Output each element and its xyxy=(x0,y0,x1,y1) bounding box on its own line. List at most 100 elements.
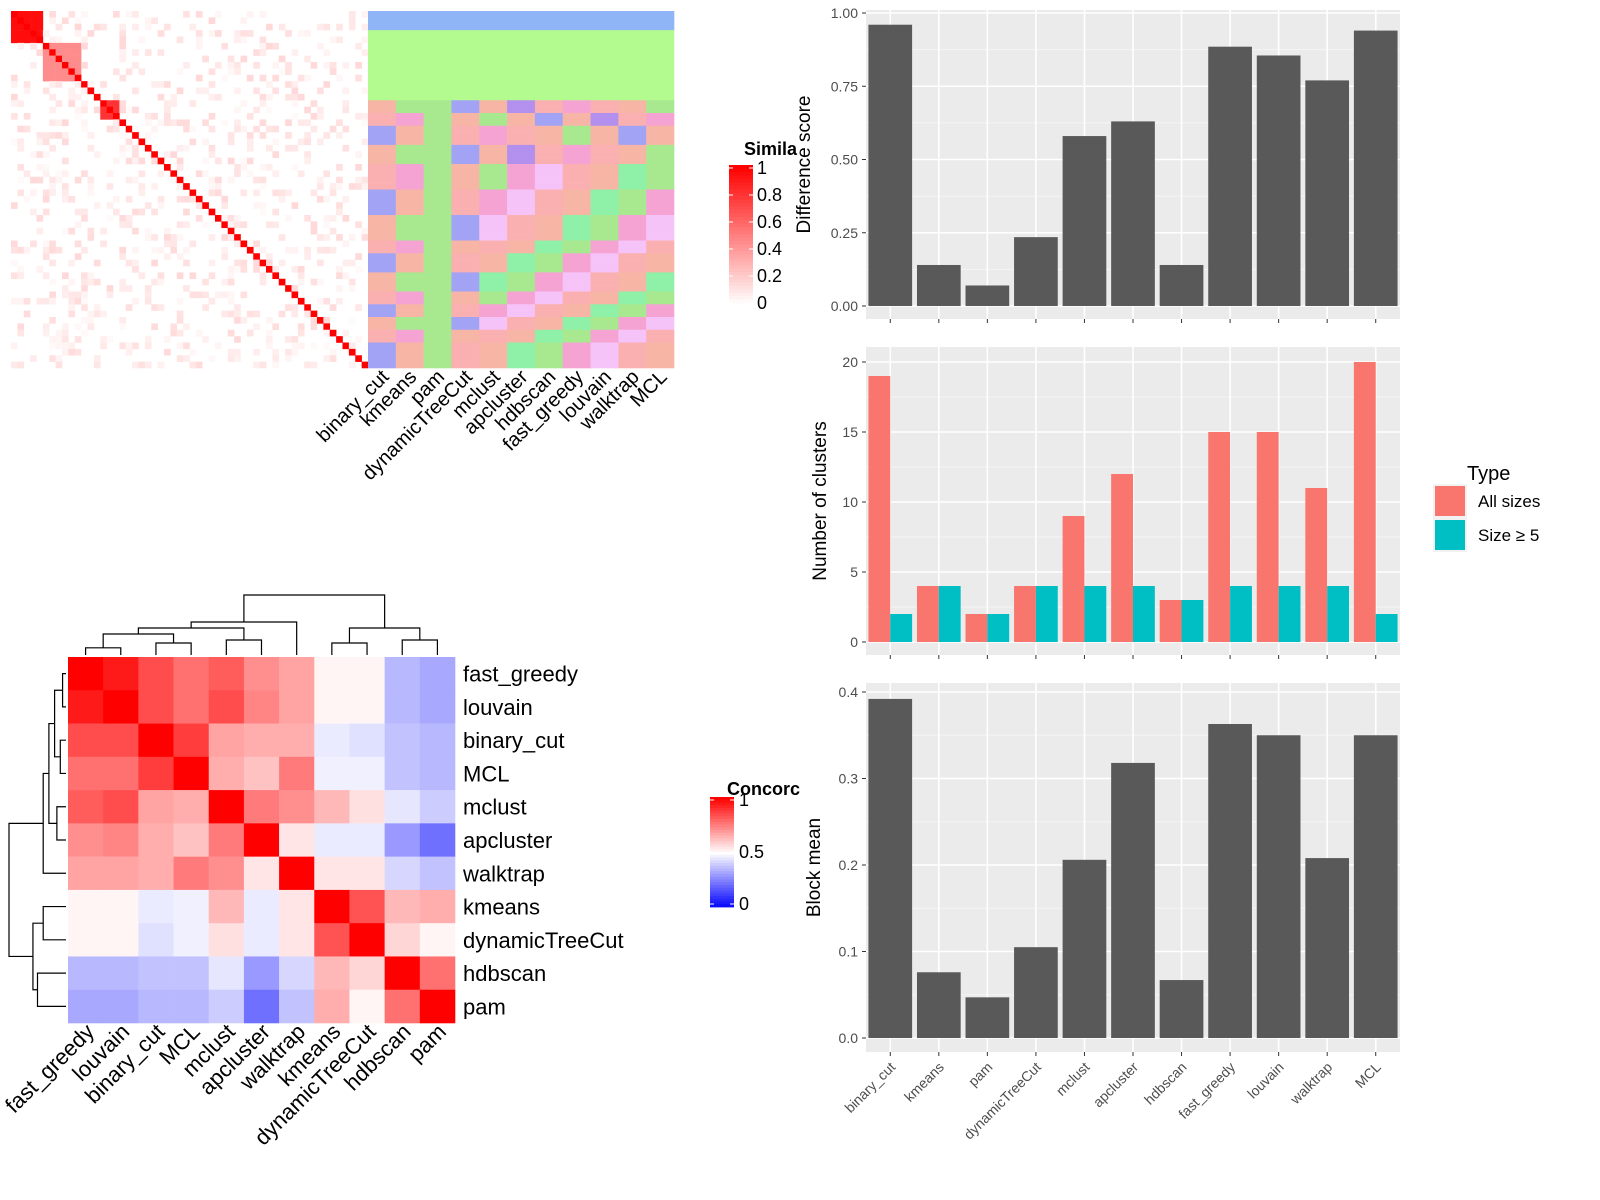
annotation-cell xyxy=(423,74,452,82)
heatmap-cell xyxy=(329,215,337,222)
heatmap-cell xyxy=(68,74,76,82)
heatmap-cell xyxy=(240,291,248,299)
annotation-cell xyxy=(562,240,591,248)
concordance-cell xyxy=(208,889,245,924)
annotation-cell xyxy=(507,157,536,165)
annotation-cell xyxy=(590,30,619,37)
annotation-cell xyxy=(423,144,452,152)
annotation-cell xyxy=(423,208,452,216)
heatmap-cell xyxy=(164,348,171,356)
annotation-cell xyxy=(451,23,480,31)
annotation-cell xyxy=(451,36,480,44)
annotation-cell xyxy=(395,227,424,235)
heatmap-cell xyxy=(336,23,343,31)
annotation-cell xyxy=(368,202,397,209)
heatmap-cell xyxy=(144,17,152,25)
heatmap-cell xyxy=(183,259,190,267)
heatmap-cell xyxy=(176,119,184,127)
annotation-cell xyxy=(368,304,397,311)
heatmap-cell xyxy=(17,266,25,273)
heatmap-cell xyxy=(23,310,31,318)
annotation-cell xyxy=(423,132,452,139)
heatmap-cell xyxy=(361,36,369,44)
annotation-cell xyxy=(507,106,536,114)
annotation-cell xyxy=(562,119,591,127)
annotation-cell xyxy=(507,348,536,356)
heatmap-cell xyxy=(221,291,229,299)
dendrogram-link xyxy=(59,739,66,775)
heatmap-cell xyxy=(361,361,369,369)
concordance-cell xyxy=(243,923,280,957)
heatmap-cell xyxy=(157,119,165,127)
heatmap-cell xyxy=(74,253,82,260)
annotation-cell xyxy=(423,93,452,101)
concordance-cell xyxy=(173,889,210,924)
heatmap-cell xyxy=(144,336,152,343)
heatmap-cell xyxy=(266,336,273,343)
annotation-cell xyxy=(507,87,536,95)
heatmap-cell xyxy=(361,138,369,146)
annotation-cell xyxy=(562,23,591,31)
bar xyxy=(965,997,1010,1038)
heatmap-cell xyxy=(119,42,127,50)
heatmap-cell xyxy=(11,36,18,44)
heatmap-cell xyxy=(234,119,241,127)
annotation-cell xyxy=(368,132,397,139)
annotation-cell xyxy=(590,113,619,120)
heatmap-cell xyxy=(266,342,273,350)
annotation-cell xyxy=(562,361,591,369)
annotation-cell xyxy=(451,183,480,190)
heatmap-cell xyxy=(202,170,209,178)
annotation-cell xyxy=(479,183,508,190)
annotation-cell xyxy=(423,170,452,178)
bar xyxy=(1208,46,1252,306)
annotation-cell xyxy=(368,87,397,95)
bar xyxy=(965,614,988,642)
annotation-cell xyxy=(451,189,480,197)
heatmap-cell xyxy=(49,189,56,197)
heatmap-cell xyxy=(93,23,101,31)
heatmap-cell xyxy=(227,62,235,69)
heatmap-cell xyxy=(23,113,31,120)
annotation-cell xyxy=(618,138,647,146)
heatmap-cell xyxy=(253,87,260,95)
concordance-cell xyxy=(173,657,210,691)
annotation-cell xyxy=(590,329,619,337)
annotation-cell xyxy=(451,195,480,203)
concordance-cell xyxy=(384,756,421,791)
annotation-cell xyxy=(451,297,480,305)
annotation-cell xyxy=(479,310,508,318)
heatmap-cell xyxy=(11,30,18,37)
annotation-cell xyxy=(618,68,647,76)
heatmap-cell xyxy=(144,291,152,299)
heatmap-cell xyxy=(164,23,171,31)
heatmap-cell xyxy=(202,336,209,343)
heatmap-cell xyxy=(81,285,88,292)
bar xyxy=(1327,586,1350,642)
annotation-cell xyxy=(562,93,591,101)
heatmap-cell xyxy=(119,144,127,152)
heatmap-cell xyxy=(342,125,350,133)
heatmap-cell xyxy=(259,246,267,254)
annotation-cell xyxy=(590,304,619,311)
heatmap-cell xyxy=(144,361,152,369)
annotation-cell xyxy=(618,304,647,311)
annotation-cell xyxy=(423,11,452,18)
heatmap-cell xyxy=(100,240,107,248)
heatmap-cell xyxy=(119,36,127,44)
annotation-cell xyxy=(368,297,397,305)
heatmap-cell xyxy=(259,208,267,216)
heatmap-cell xyxy=(30,355,37,362)
annotation-cell xyxy=(479,189,508,197)
heatmap-cell xyxy=(323,323,331,331)
heatmap-cell xyxy=(144,297,152,305)
heatmap-cell xyxy=(42,74,50,82)
annotation-cell xyxy=(534,304,564,311)
heatmap-cell xyxy=(30,240,37,248)
heatmap-cell xyxy=(355,74,362,82)
legend-tick-label: 0.2 xyxy=(757,266,782,286)
annotation-cell xyxy=(507,176,536,184)
annotation-cell xyxy=(618,317,647,324)
annotation-cell xyxy=(423,183,452,190)
annotation-cell xyxy=(423,23,452,31)
